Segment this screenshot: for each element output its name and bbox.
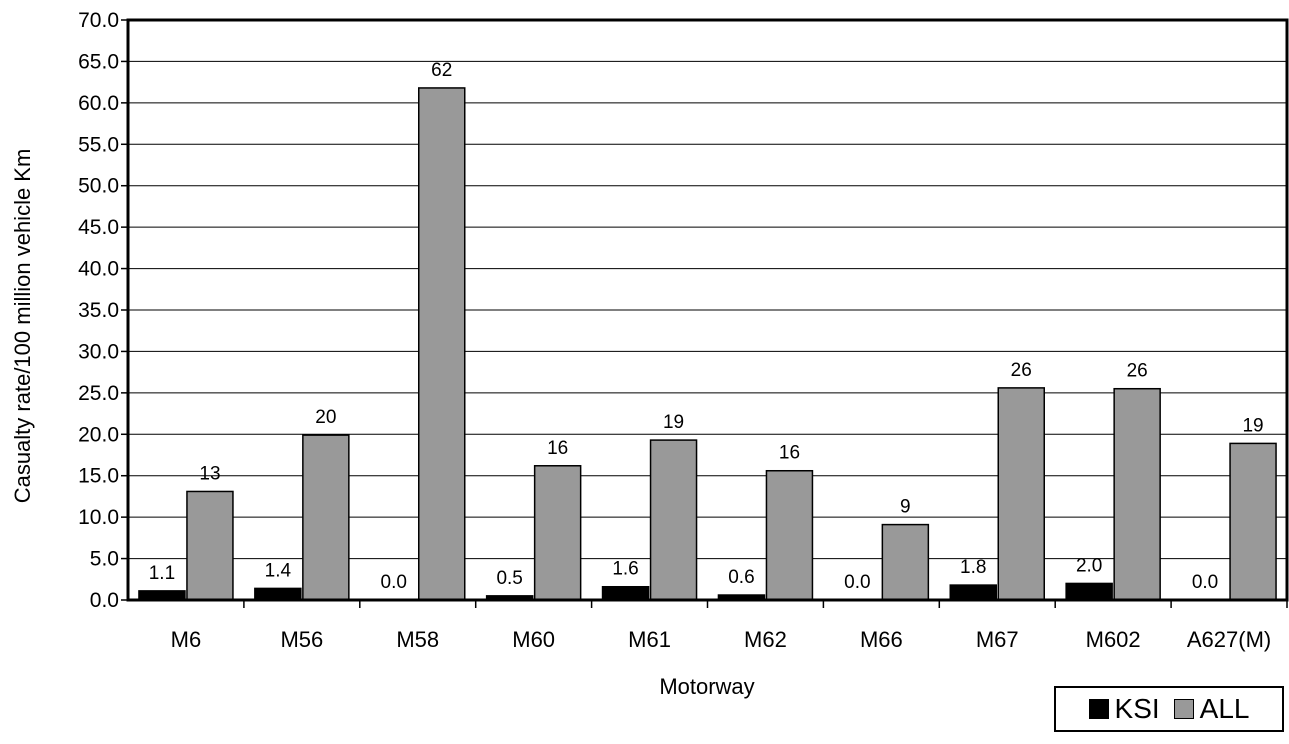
y-tick-label: 20.0 bbox=[78, 423, 119, 446]
data-label-all: 20 bbox=[315, 407, 336, 428]
legend-swatch-all bbox=[1173, 699, 1194, 719]
grid-lines bbox=[128, 60, 1287, 560]
y-axis-title: Casualty rate/100 million vehicle Km bbox=[10, 149, 35, 504]
bar-all bbox=[302, 434, 350, 601]
data-label-ksi: 0.5 bbox=[496, 568, 522, 589]
x-tick-label: M6 bbox=[171, 627, 202, 652]
legend-swatch-ksi bbox=[1088, 699, 1109, 719]
data-label-ksi: 1.8 bbox=[960, 557, 986, 578]
x-tick-label: M56 bbox=[280, 627, 323, 652]
bar-ksi bbox=[1065, 582, 1113, 601]
data-label-ksi: 1.1 bbox=[149, 563, 175, 584]
data-label-ksi: 1.6 bbox=[612, 559, 638, 580]
y-tick-label: 10.0 bbox=[78, 506, 119, 529]
y-tick-label: 65.0 bbox=[78, 50, 119, 73]
legend-item-all: ALL bbox=[1173, 693, 1250, 725]
bar-all bbox=[881, 523, 930, 601]
data-label-all: 9 bbox=[900, 497, 911, 518]
bar-ksi bbox=[949, 584, 997, 601]
data-label-ksi: 0.6 bbox=[728, 567, 754, 588]
x-tick-label: M58 bbox=[396, 627, 439, 652]
bar-all bbox=[1113, 387, 1161, 601]
y-tick-label: 60.0 bbox=[78, 92, 119, 115]
x-axis-title: Motorway bbox=[659, 674, 754, 699]
data-label-ksi: 0.0 bbox=[381, 572, 407, 593]
y-tick-label: 15.0 bbox=[78, 465, 119, 488]
bar-all bbox=[649, 439, 698, 601]
x-tick-label: M602 bbox=[1086, 627, 1141, 652]
y-tick-label: 5.0 bbox=[90, 548, 119, 571]
y-tick-label: 70.0 bbox=[78, 9, 119, 32]
y-tick-label: 0.0 bbox=[90, 589, 119, 612]
bar-ksi bbox=[254, 587, 302, 601]
y-tick-label: 25.0 bbox=[78, 382, 119, 405]
data-label-all: 26 bbox=[1127, 361, 1148, 382]
data-labels: 1.1 13 1.4 20 0.0 62 0.5 16 1.6 19 0.6 16 0.0 9 1.8 26 2… bbox=[149, 60, 1264, 593]
bar-all bbox=[186, 490, 234, 601]
x-tick-label: M61 bbox=[628, 627, 671, 652]
axes: 0.0 5.0 10.0 15.0 20.0 25.0 30.0 35.0 40.0 45.0 50… bbox=[78, 9, 1289, 652]
x-tick-label: M62 bbox=[744, 627, 787, 652]
bar-all bbox=[418, 87, 466, 601]
bar-ksi bbox=[601, 585, 650, 601]
legend-label-ksi: KSI bbox=[1114, 693, 1160, 724]
y-tick-label: 30.0 bbox=[78, 340, 119, 363]
x-tick-label: A627(M) bbox=[1187, 627, 1271, 652]
data-label-ksi: 1.4 bbox=[265, 560, 292, 581]
data-label-all: 19 bbox=[1242, 415, 1263, 436]
legend-item-ksi: KSI bbox=[1088, 693, 1160, 725]
data-label-ksi: 2.0 bbox=[1076, 555, 1102, 576]
legend-label-all: ALL bbox=[1199, 693, 1250, 724]
y-tick-label: 40.0 bbox=[78, 258, 119, 281]
data-label-all: 16 bbox=[779, 443, 800, 464]
data-label-all: 62 bbox=[431, 60, 452, 81]
bar-all bbox=[533, 465, 582, 601]
y-tick-label: 45.0 bbox=[78, 216, 119, 239]
data-label-all: 13 bbox=[199, 463, 220, 484]
data-label-ksi: 0.0 bbox=[844, 572, 870, 593]
x-tick-label: M67 bbox=[976, 627, 1019, 652]
y-tick-label: 55.0 bbox=[78, 133, 119, 156]
legend: KSI ALL bbox=[1054, 686, 1284, 732]
bar-all bbox=[765, 469, 814, 601]
bars bbox=[138, 87, 1277, 601]
data-label-all: 26 bbox=[1011, 360, 1032, 381]
data-label-ksi: 0.0 bbox=[1192, 572, 1218, 593]
bar-all bbox=[1229, 442, 1277, 601]
x-tick-label: M60 bbox=[512, 627, 555, 652]
data-label-all: 19 bbox=[663, 412, 684, 433]
y-tick-label: 35.0 bbox=[78, 299, 119, 322]
x-tick-label: M66 bbox=[860, 627, 903, 652]
data-label-all: 16 bbox=[547, 438, 568, 459]
y-tick-label: 50.0 bbox=[78, 175, 119, 198]
bar-all bbox=[997, 387, 1045, 601]
